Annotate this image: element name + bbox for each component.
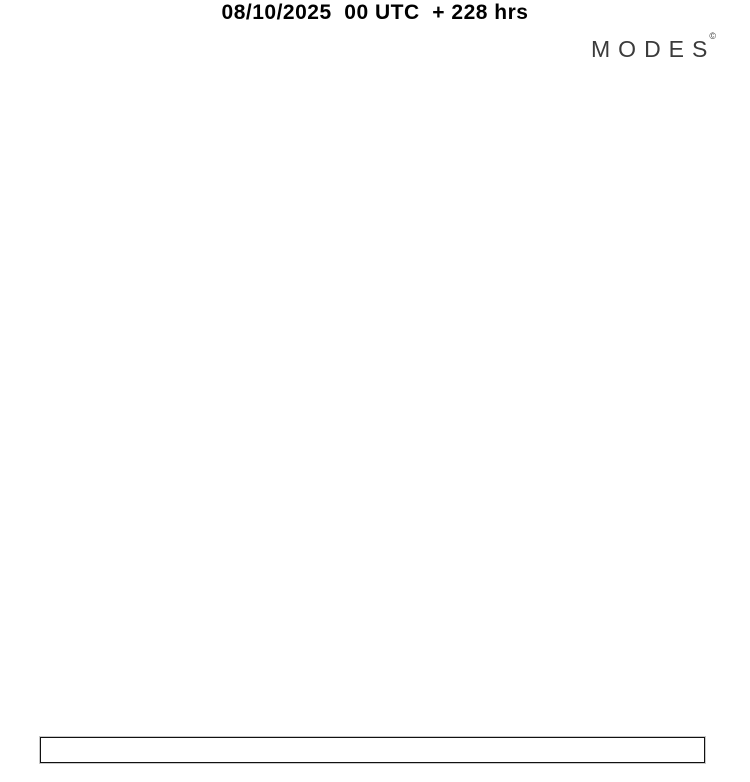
modes-logo: MODES© (591, 31, 722, 63)
colorbar (40, 737, 705, 763)
chart-title: 08/10/2025 00 UTC + 228 hrs (221, 1, 529, 24)
polar-stereographic-map (0, 0, 750, 734)
copyright-mark: © (709, 31, 716, 42)
colorbar-tick-labels (0, 764, 750, 782)
modes-logo-text: MODES (591, 36, 716, 62)
